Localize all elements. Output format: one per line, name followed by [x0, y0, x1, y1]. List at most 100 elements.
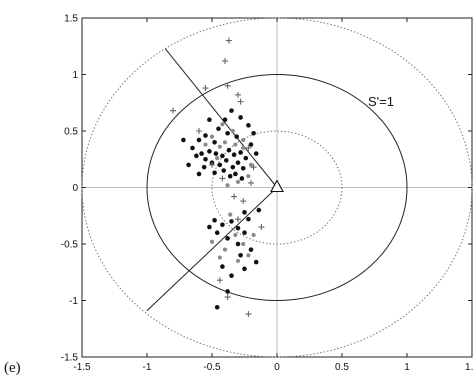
origin-triangle-marker [270, 179, 284, 193]
data-point-gray [209, 134, 215, 139]
data-point-black [207, 149, 212, 154]
data-point-black [212, 217, 217, 223]
data-point-black [196, 171, 202, 177]
y-tick-label: 0 [72, 183, 78, 194]
data-point-plus [219, 175, 226, 182]
data-point-black [238, 150, 243, 155]
boundary-line-1 [164, 48, 278, 188]
data-point-black [225, 289, 230, 294]
data-point-plus [222, 57, 228, 64]
data-point-plus [235, 91, 241, 98]
data-point-gray [233, 142, 238, 147]
y-tick-label: -0.5 [61, 240, 79, 251]
data-point-black [233, 171, 238, 177]
data-point-gray [220, 122, 225, 127]
data-point-black [253, 259, 259, 265]
y-tick-label: 1.5 [64, 14, 78, 25]
data-point-black [220, 222, 225, 228]
x-tick-label: 1.5 [465, 362, 473, 373]
data-point-black [256, 207, 262, 213]
data-point-black [229, 108, 234, 113]
data-point-black [213, 151, 219, 156]
data-point-plus [202, 85, 209, 92]
data-point-black [243, 155, 249, 161]
x-tick-label: -0.5 [203, 362, 221, 373]
data-point-black [224, 158, 229, 163]
data-point-black [229, 219, 234, 224]
y-tick-label: 1 [72, 70, 78, 81]
data-point-plus [248, 179, 254, 186]
data-point-black [220, 153, 225, 159]
data-point-gray [217, 255, 222, 260]
data-point-gray [222, 247, 228, 252]
data-point-plus [245, 144, 252, 151]
data-point-black [242, 266, 247, 272]
data-point-plus [170, 107, 176, 114]
reference-circle-2 [146, 74, 408, 301]
data-point-black [230, 164, 236, 170]
data-point-black [220, 264, 225, 269]
data-point-black [242, 230, 247, 235]
data-point-plus [245, 311, 252, 318]
data-point-gray [251, 232, 256, 238]
data-point-black [203, 133, 208, 138]
data-point-black [248, 142, 254, 147]
data-point-plus [258, 224, 265, 231]
data-point-gray [222, 140, 228, 145]
x-tick-label: 1 [404, 362, 410, 373]
data-point-gray [225, 183, 230, 188]
data-point-black [186, 162, 191, 168]
data-point-black [246, 216, 251, 222]
y-tick-label: 0.5 [64, 127, 78, 138]
data-point-black [235, 160, 241, 165]
data-point-gray [246, 174, 251, 179]
data-point-plus [196, 128, 202, 134]
data-point-plus [231, 193, 238, 200]
data-point-gray [241, 241, 246, 247]
data-point-black [225, 130, 230, 136]
data-point-black [196, 137, 202, 143]
data-point-gray [246, 253, 251, 258]
circle-annotation: S'=1 [368, 94, 394, 109]
data-point-black [207, 117, 212, 122]
data-point-black [235, 225, 241, 231]
data-point-black [248, 247, 254, 252]
axis-ticks: -1.5 -1 -0.5 0 0.5 1 1.5 -1.5 -1 -0.5 0 0.5 1 1.5 [61, 14, 473, 374]
data-point-gray [233, 232, 238, 238]
data-point-gray [209, 239, 215, 244]
data-point-black [226, 147, 232, 153]
data-point-black [207, 224, 212, 230]
data-point-black [238, 253, 243, 258]
y-tick-label: -1 [69, 296, 78, 307]
data-point-gray [235, 179, 241, 184]
data-point-black [221, 168, 226, 173]
data-point-black [217, 162, 223, 168]
data-point-black [181, 137, 186, 143]
data-point-black [240, 165, 246, 171]
reference-circle-1 [211, 130, 343, 245]
x-tick-label: 0.5 [335, 362, 349, 373]
data-point-black [199, 151, 204, 156]
data-point-black [201, 164, 207, 170]
x-tick-label: 0 [274, 362, 280, 373]
data-point-black [203, 156, 208, 162]
data-point-black [251, 130, 256, 136]
data-point-black [214, 304, 220, 310]
data-point-black [212, 170, 217, 176]
data-point-gray [248, 162, 254, 167]
x-tick-label: -1 [143, 362, 152, 373]
data-point-black [235, 241, 241, 247]
data-point-black [253, 151, 259, 156]
data-point-plus [235, 216, 241, 223]
data-point-black [227, 173, 233, 179]
x-tick-label: -1.5 [73, 362, 91, 373]
data-point-black [194, 153, 199, 159]
data-point-black [231, 152, 237, 158]
data-point-black [242, 210, 247, 215]
data-point-gray [230, 128, 235, 134]
data-point-plus [216, 277, 223, 284]
data-point-plus [250, 164, 257, 171]
data-point-gray [203, 142, 208, 147]
data-point-gray [241, 137, 246, 143]
y-tick-label: -1.5 [61, 353, 79, 364]
